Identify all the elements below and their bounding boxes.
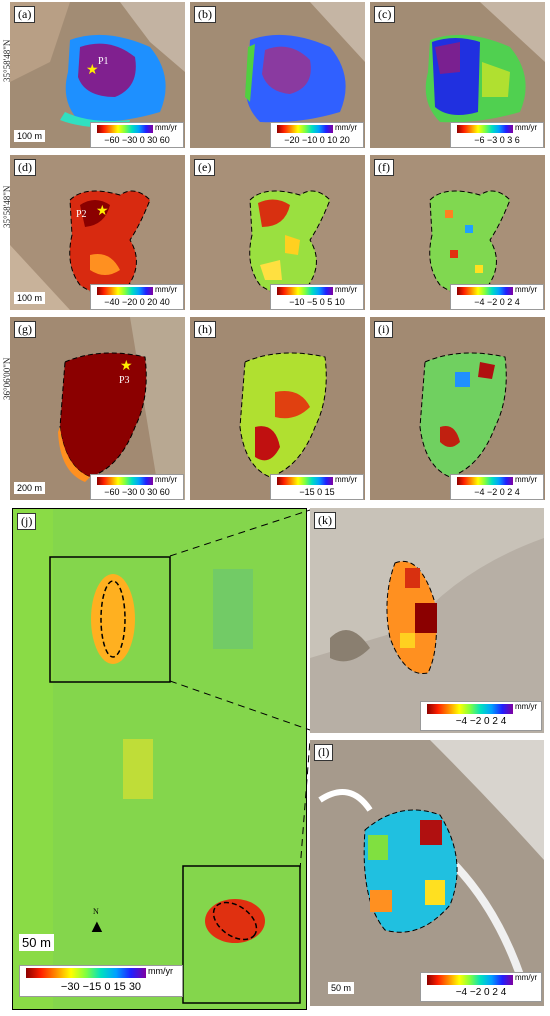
- panel-k-label: (k): [314, 512, 336, 529]
- colorbar-ticks: −40 −20 0 20 40: [104, 297, 170, 307]
- colorbar: mm/yr −4 −2 0 2 4: [450, 284, 544, 310]
- panel-g-label: (g): [14, 321, 36, 338]
- point-label: P3: [119, 375, 130, 386]
- colorbar-ticks: −4 −2 0 2 4: [455, 987, 507, 998]
- scale-bar: 200 m: [14, 482, 46, 494]
- colorbar: mm/yr −60 −30 0 30 60: [90, 122, 184, 148]
- colorbar-unit: mm/yr: [335, 123, 358, 132]
- panel-e: (e) mm/yr −10 −5 0 5 10: [190, 155, 365, 310]
- panel-d-label: (d): [14, 159, 36, 176]
- point-label: P1: [98, 56, 109, 67]
- colorbar-unit: mm/yr: [335, 285, 358, 294]
- colorbar-unit: mm/yr: [515, 702, 538, 711]
- colorbar-unit: mm/yr: [155, 123, 178, 132]
- scale-bar: 100 m: [14, 292, 46, 304]
- colorbar-unit: mm/yr: [148, 966, 173, 976]
- panel-i-label: (i): [374, 321, 394, 338]
- colorbar: mm/yr −6 −3 0 3 6: [450, 122, 544, 148]
- scale-bar: 100 m: [14, 130, 46, 142]
- colorbar: mm/yr −60 −30 0 30 60: [90, 474, 184, 500]
- colorbar-unit: mm/yr: [515, 285, 538, 294]
- colorbar: mm/yr −4 −2 0 2 4: [450, 474, 544, 500]
- colorbar-unit: mm/yr: [335, 475, 358, 484]
- colorbar: mm/yr −30 −15 0 15 30: [19, 965, 183, 997]
- panel-j-label: (j): [17, 513, 37, 530]
- point-label: P2: [76, 209, 87, 220]
- north-arrow-icon: ▲: [88, 916, 106, 936]
- panel-d: (d) ★ P2 100 m mm/yr −40 −20 0 20 40: [10, 155, 185, 310]
- panel-a: (a) ★ P1 100 m mm/yr −60 −30 0 30 60: [10, 2, 185, 148]
- star-icon: ★: [120, 359, 133, 374]
- panel-h: (h) mm/yr −15 0 15: [190, 317, 365, 500]
- panel-j: (j) 50 m ▲ N mm/yr −30 −15 0 15 30: [12, 508, 307, 1010]
- panel-c-label: (c): [374, 6, 396, 23]
- panel-i: (i) mm/yr −4 −2 0 2 4: [370, 317, 545, 500]
- colorbar: mm/yr −4 −2 0 2 4: [420, 972, 542, 1002]
- colorbar-unit: mm/yr: [515, 475, 538, 484]
- panel-f-label: (f): [374, 159, 394, 176]
- colorbar: mm/yr −15 0 15: [270, 474, 364, 500]
- colorbar: mm/yr −4 −2 0 2 4: [420, 701, 542, 731]
- panel-k: (k) mm/yr −4 −2 0 2 4: [310, 508, 544, 733]
- star-icon: ★: [96, 204, 109, 219]
- north-label: N: [93, 907, 99, 916]
- colorbar-ticks: −60 −30 0 30 60: [104, 135, 170, 145]
- panel-a-label: (a): [14, 6, 36, 23]
- panel-b-label: (b): [194, 6, 216, 23]
- colorbar-ticks: −20 −10 0 10 20: [284, 135, 350, 145]
- star-icon: ★: [86, 63, 99, 78]
- scale-bar: 50 m: [328, 982, 355, 994]
- panel-l: (l) 50 m mm/yr −4 −2 0 2 4: [310, 740, 544, 1006]
- panel-f: (f) mm/yr −4 −2 0 2 4: [370, 155, 545, 310]
- colorbar-ticks: −4 −2 0 2 4: [455, 716, 507, 727]
- scale-bar: 50 m: [19, 934, 54, 951]
- colorbar: mm/yr −40 −20 0 20 40: [90, 284, 184, 310]
- colorbar-ticks: −6 −3 0 3 6: [474, 135, 520, 145]
- colorbar-unit: mm/yr: [515, 123, 538, 132]
- panel-e-label: (e): [194, 159, 216, 176]
- panel-c: (c) mm/yr −6 −3 0 3 6: [370, 2, 545, 148]
- colorbar-ticks: −4 −2 0 2 4: [474, 487, 520, 497]
- colorbar-unit: mm/yr: [155, 285, 178, 294]
- panel-l-label: (l): [314, 744, 334, 761]
- colorbar-ticks: −30 −15 0 15 30: [60, 981, 142, 993]
- panel-g: (g) ★ P3 200 m mm/yr −60 −30 0 30 60: [10, 317, 185, 500]
- colorbar-unit: mm/yr: [515, 973, 538, 982]
- colorbar-ticks: −10 −5 0 5 10: [289, 297, 345, 307]
- colorbar: mm/yr −20 −10 0 10 20: [270, 122, 364, 148]
- panel-h-label: (h): [194, 321, 216, 338]
- colorbar: mm/yr −10 −5 0 5 10: [270, 284, 364, 310]
- colorbar-ticks: −4 −2 0 2 4: [474, 297, 520, 307]
- colorbar-unit: mm/yr: [155, 475, 178, 484]
- colorbar-ticks: −60 −30 0 30 60: [104, 487, 170, 497]
- colorbar-ticks: −15 0 15: [299, 487, 335, 497]
- panel-b: (b) mm/yr −20 −10 0 10 20: [190, 2, 365, 148]
